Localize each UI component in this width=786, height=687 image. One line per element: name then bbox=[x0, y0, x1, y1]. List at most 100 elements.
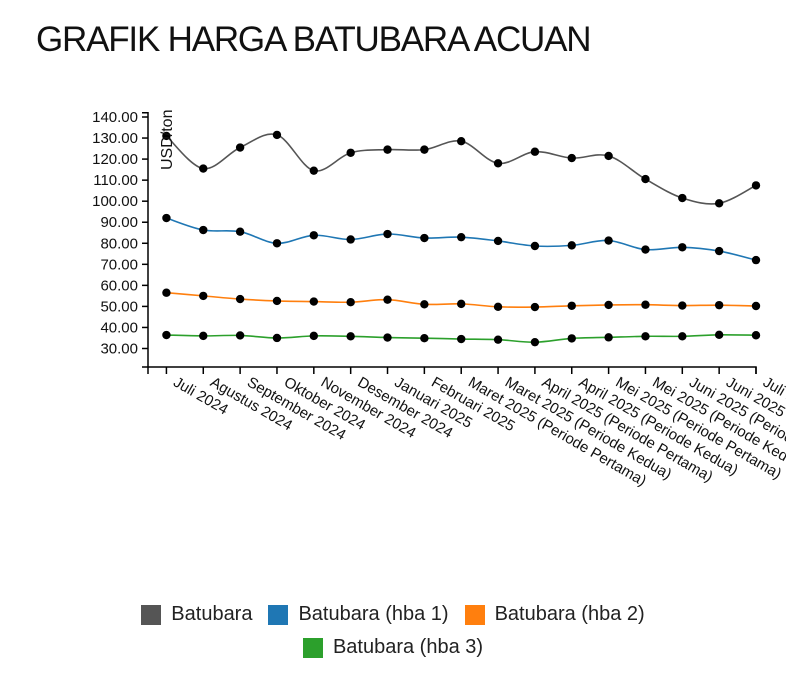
data-point bbox=[457, 334, 466, 344]
data-point bbox=[199, 331, 208, 341]
data-point bbox=[714, 300, 724, 310]
data-point bbox=[162, 330, 171, 340]
data-point bbox=[272, 333, 282, 343]
y-tick-label: 100.00 bbox=[92, 193, 138, 210]
data-point bbox=[530, 241, 540, 251]
data-point bbox=[604, 300, 613, 310]
legend-swatch bbox=[302, 637, 323, 658]
legend-item-hba-3[interactable]: Batubara (hba 3) bbox=[302, 636, 484, 659]
y-tick-label: 130.00 bbox=[92, 130, 138, 147]
data-point bbox=[346, 235, 355, 244]
legend-item-hba-2[interactable]: Batubara (hba 2) bbox=[464, 603, 645, 626]
data-point bbox=[493, 159, 503, 168]
data-point bbox=[199, 225, 208, 235]
data-point bbox=[567, 334, 576, 343]
data-point bbox=[678, 332, 687, 341]
data-point bbox=[162, 288, 171, 297]
data-point bbox=[493, 236, 503, 246]
data-point bbox=[272, 130, 282, 140]
data-point bbox=[162, 213, 171, 223]
y-tick-label: 70.00 bbox=[100, 256, 138, 273]
data-point bbox=[641, 245, 650, 254]
data-point bbox=[309, 331, 319, 341]
data-point bbox=[420, 145, 429, 154]
y-tick-label: 40.00 bbox=[100, 319, 138, 336]
data-point bbox=[714, 246, 724, 256]
data-point bbox=[493, 302, 503, 312]
data-point bbox=[383, 145, 392, 154]
y-axis-line bbox=[142, 112, 149, 368]
y-axis-label: USD/ton bbox=[159, 110, 176, 170]
y-tick-label: 30.00 bbox=[100, 341, 138, 358]
data-point bbox=[420, 333, 429, 343]
data-point bbox=[346, 148, 355, 157]
line-chart: 30.00 40.00 50.00 60.00 70.00 80.00 90.00 100.0… bbox=[92, 109, 786, 490]
data-point bbox=[457, 232, 466, 242]
data-point bbox=[199, 164, 208, 173]
data-point bbox=[493, 335, 503, 344]
data-point bbox=[751, 255, 761, 265]
data-point bbox=[567, 301, 576, 310]
data-point bbox=[604, 333, 613, 342]
y-tick-label: 60.00 bbox=[100, 277, 138, 294]
y-tick-label: 120.00 bbox=[92, 151, 138, 168]
data-point bbox=[751, 181, 761, 190]
data-point bbox=[751, 301, 761, 311]
data-point bbox=[199, 291, 208, 301]
data-point bbox=[162, 131, 171, 141]
data-point bbox=[420, 233, 429, 243]
y-tick-label: 110.00 bbox=[93, 172, 138, 189]
legend-label: Batubara bbox=[171, 603, 253, 625]
data-point bbox=[235, 331, 245, 340]
y-axis: 30.00 40.00 50.00 60.00 70.00 80.00 90.00 100.0… bbox=[92, 109, 149, 368]
data-point bbox=[346, 298, 355, 307]
legend-label: Batubara (hba 1) bbox=[298, 603, 449, 625]
data-point bbox=[346, 332, 355, 341]
data-point bbox=[420, 300, 429, 309]
data-point bbox=[751, 331, 761, 340]
data-point bbox=[641, 174, 650, 184]
data-point bbox=[530, 302, 540, 312]
data-point bbox=[383, 229, 392, 239]
data-point bbox=[309, 231, 319, 240]
data-point bbox=[641, 332, 650, 341]
data-point bbox=[457, 299, 466, 309]
data-point bbox=[641, 300, 650, 309]
data-point bbox=[678, 243, 687, 252]
data-point bbox=[309, 166, 319, 175]
legend-row-2: Batubara (hba 3) bbox=[0, 636, 786, 659]
data-point bbox=[383, 333, 392, 342]
data-point bbox=[272, 296, 282, 306]
legend: Batubara Batubara (hba 1) Batubara (hba … bbox=[0, 603, 786, 669]
chart-title: GRAFIK HARGA BATUBARA ACUAN bbox=[36, 20, 592, 59]
data-point bbox=[604, 236, 613, 245]
y-tick-label: 140.00 bbox=[92, 109, 138, 126]
data-point bbox=[567, 241, 576, 250]
legend-row-1: Batubara Batubara (hba 1) Batubara (hba … bbox=[0, 603, 786, 626]
legend-swatch bbox=[268, 604, 289, 625]
legend-item-batubara[interactable]: Batubara bbox=[141, 603, 252, 626]
legend-label: Batubara (hba 3) bbox=[332, 636, 484, 658]
data-point bbox=[678, 193, 687, 203]
x-axis-line bbox=[147, 366, 757, 374]
legend-swatch bbox=[464, 604, 485, 625]
series-points bbox=[162, 130, 761, 347]
data-point bbox=[272, 239, 282, 248]
data-point bbox=[714, 199, 724, 208]
data-point bbox=[235, 294, 245, 304]
data-point bbox=[457, 137, 466, 146]
data-point bbox=[309, 297, 319, 306]
data-point bbox=[678, 301, 687, 310]
data-point bbox=[235, 143, 245, 152]
data-point bbox=[530, 147, 540, 156]
data-point bbox=[714, 330, 724, 340]
y-tick-label: 50.00 bbox=[100, 298, 138, 315]
legend-swatch bbox=[141, 604, 162, 625]
y-tick-label: 90.00 bbox=[100, 214, 138, 231]
data-point bbox=[530, 337, 540, 347]
legend-item-hba-1[interactable]: Batubara (hba 1) bbox=[268, 603, 449, 626]
y-tick-label: 80.00 bbox=[100, 235, 138, 252]
data-point bbox=[567, 153, 576, 163]
legend-label: Batubara (hba 2) bbox=[494, 603, 645, 625]
